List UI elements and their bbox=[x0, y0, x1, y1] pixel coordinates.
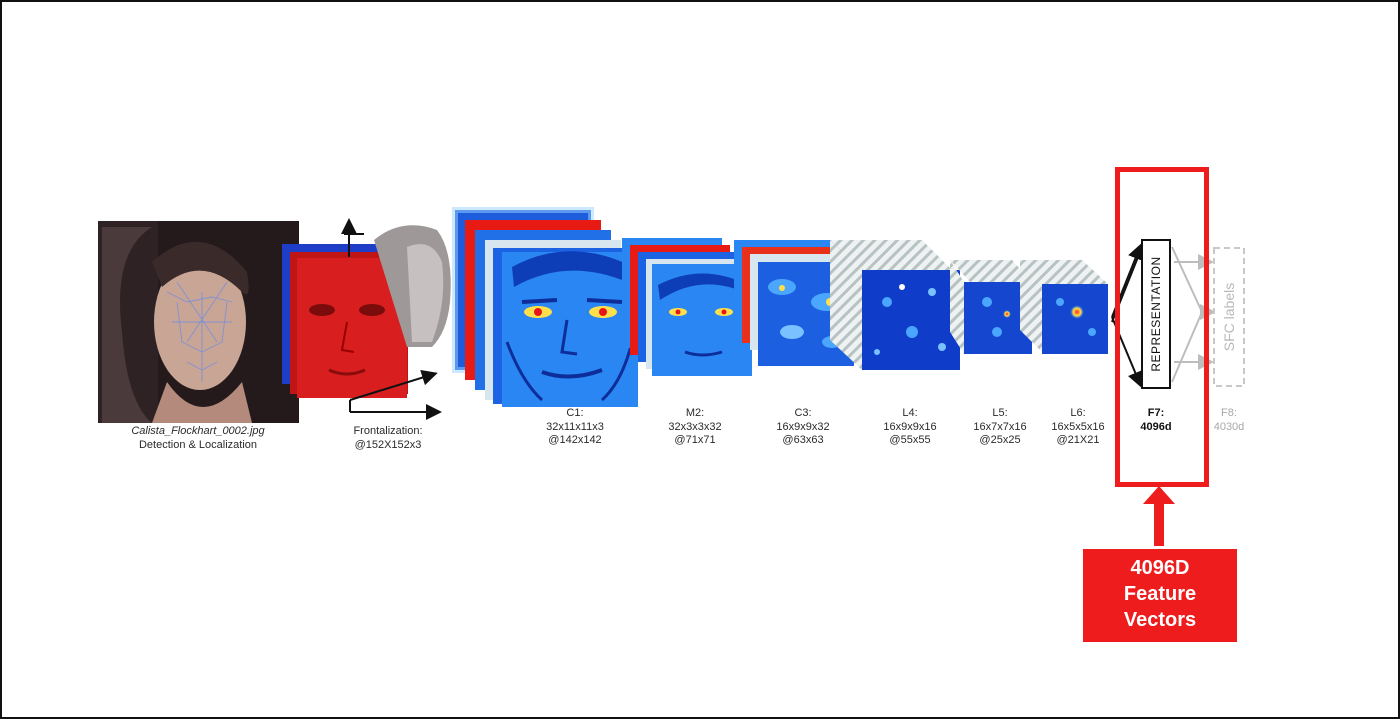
frontalization-size: @152X152x3 bbox=[354, 438, 422, 451]
layer-caption-l6: L6: 16x5x5x16 @21X21 bbox=[1051, 407, 1104, 448]
layer-name: L6: bbox=[1070, 407, 1086, 419]
layer-name: L5: bbox=[992, 407, 1008, 419]
f7-representation-box bbox=[1141, 239, 1171, 389]
l5-feature-map-stack bbox=[950, 260, 1032, 354]
frontalization-caption: Frontalization: @152X152x3 bbox=[353, 425, 422, 452]
layer-output: @71x71 bbox=[674, 434, 716, 446]
callout-line-2: Feature bbox=[1123, 583, 1197, 605]
layer-caption-l5: L5: 16x7x7x16 @25x25 bbox=[973, 407, 1026, 448]
layer-kernel: 16x9x9x16 bbox=[883, 420, 937, 433]
input-caption: Calista_Flockhart_0002.jpg Detection & L… bbox=[131, 425, 264, 452]
callout-line-1: 4096D bbox=[1130, 557, 1190, 579]
c1-feature-map-stack bbox=[452, 207, 638, 407]
callout-line-3: Vectors bbox=[1123, 609, 1197, 631]
layer-caption-m2: M2: 32x3x3x32 @71x71 bbox=[668, 407, 721, 448]
3d-face-model bbox=[374, 225, 451, 347]
input-face-photo bbox=[98, 221, 299, 423]
layer-kernel: 16x9x9x32 bbox=[776, 420, 830, 433]
input-stage-label: Detection & Localization bbox=[138, 438, 257, 451]
feature-vector-callout: 4096D Feature Vectors bbox=[1083, 549, 1237, 642]
layer-caption-f7: F7: 4096d bbox=[1140, 407, 1171, 434]
layer-output: @63x63 bbox=[782, 434, 824, 446]
layer-name: F8: bbox=[1221, 407, 1237, 419]
layer-output: @142x142 bbox=[548, 434, 602, 446]
layer-name: M2: bbox=[685, 407, 705, 419]
red-face-crops bbox=[282, 244, 408, 398]
frontalization-axes bbox=[341, 218, 442, 420]
l4-feature-map-stack bbox=[830, 240, 960, 370]
layer-kernel: 32x11x11x3 bbox=[546, 420, 604, 433]
layer-kernel: 32x3x3x32 bbox=[668, 420, 722, 433]
layer-caption-c3: C3: 16x9x9x32 @63x63 bbox=[776, 407, 829, 448]
layer-name: C1: bbox=[566, 407, 584, 419]
layer-name: C3: bbox=[794, 407, 812, 419]
layer-output: @55x55 bbox=[889, 434, 931, 446]
layer-output: @25x25 bbox=[979, 434, 1021, 446]
layer-caption-l4: L4: 16x9x9x16 @55x55 bbox=[883, 407, 936, 448]
up-arrow-icon bbox=[1143, 486, 1175, 546]
f7-highlight-box bbox=[1115, 167, 1209, 487]
layer-dim: 4030d bbox=[1213, 420, 1245, 433]
input-filename: Calista_Flockhart_0002.jpg bbox=[131, 425, 265, 437]
frontalization-title: Frontalization: bbox=[353, 425, 423, 437]
f8-sfc-box bbox=[1213, 247, 1245, 387]
layer-dim: 4096d bbox=[1140, 420, 1172, 433]
l6-feature-map-stack bbox=[1020, 260, 1108, 354]
layer-kernel: 16x7x7x16 bbox=[973, 420, 1027, 433]
layer-name: L4: bbox=[902, 407, 918, 419]
layer-name: F7: bbox=[1147, 407, 1165, 419]
f8-box-label: SFC labels bbox=[1221, 282, 1237, 352]
layer-caption-c1: C1: 32x11x11x3 @142x142 bbox=[546, 407, 604, 448]
layer-kernel: 16x5x5x16 bbox=[1051, 420, 1105, 433]
layer-output: @21X21 bbox=[1056, 434, 1100, 446]
layer-caption-f8: F8: 4030d bbox=[1214, 407, 1245, 434]
m2-feature-map-stack bbox=[622, 238, 752, 376]
